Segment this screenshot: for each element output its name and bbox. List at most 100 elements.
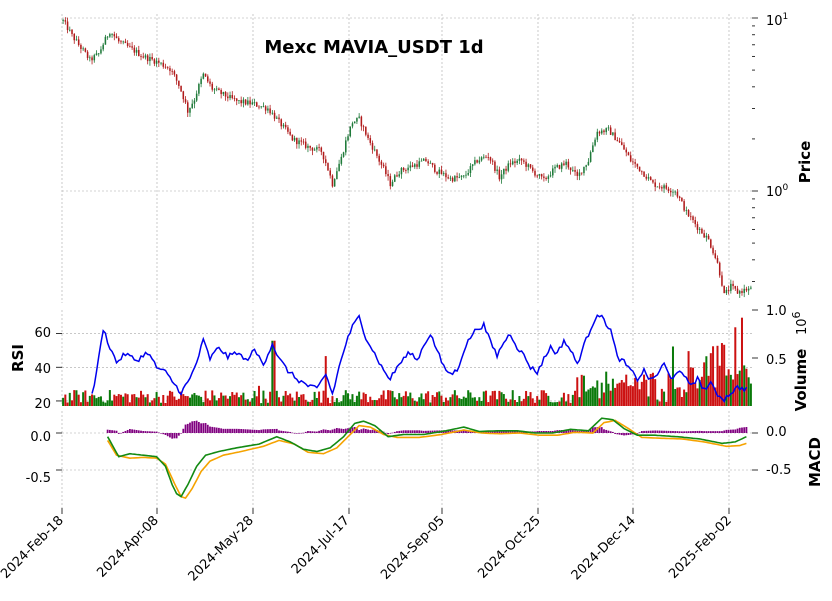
macd-hist-bar (741, 427, 743, 433)
macd-hist-bar (502, 430, 505, 433)
candle-body (536, 175, 538, 177)
volume-bar (326, 397, 329, 406)
candle-body (491, 160, 494, 162)
volume-bar (193, 392, 196, 406)
candle-body (193, 100, 196, 104)
candle-body (471, 164, 474, 167)
macd-hist-bar (195, 420, 198, 433)
candle-body (669, 190, 672, 193)
candle-body (77, 39, 80, 45)
macd-hist-bar (687, 431, 690, 433)
macd-hist-bar (692, 431, 694, 433)
macd-hist-bar (291, 432, 294, 434)
macd-hist-bar (144, 431, 147, 433)
macd-hist-bar (445, 430, 447, 433)
volume-bar (456, 395, 459, 406)
macd-hist-bar (407, 430, 410, 433)
volume-bar (355, 395, 358, 406)
volume-bar (749, 383, 752, 406)
macd-hist-bar (340, 428, 343, 433)
candle-body (376, 149, 378, 156)
volume-bar (729, 374, 732, 406)
volume-bar (712, 346, 715, 406)
candle-body (260, 106, 262, 108)
volume-bar (725, 375, 728, 406)
candle-body (338, 163, 340, 172)
volume-bar (580, 374, 583, 406)
macd-hist-bar (315, 431, 318, 433)
macd-hist-bar (536, 431, 539, 433)
volume-bar (91, 394, 94, 406)
volume-tick-label-1: 1.0 (766, 304, 787, 319)
macd-hist-bar (636, 433, 639, 434)
volume-bar (119, 394, 122, 406)
candle-body (249, 100, 251, 105)
volume-bar (175, 399, 178, 406)
candle-body (371, 142, 374, 150)
volume-bar (318, 391, 321, 406)
macd-hist-bar (373, 429, 376, 433)
candle-body (398, 174, 400, 177)
volume-bar (522, 398, 525, 406)
volume-bar (469, 392, 472, 406)
candle-body (578, 172, 581, 176)
macd-hist-bar (238, 428, 240, 433)
volume-bar (485, 390, 488, 406)
candle-body (351, 123, 354, 127)
volume-bar (533, 402, 536, 406)
candle-body (184, 99, 187, 103)
macd-hist-bar (500, 430, 503, 433)
macd-hist-bar (611, 431, 614, 433)
candle-body (345, 140, 347, 153)
candle-body (75, 39, 78, 41)
volume-bar (242, 392, 245, 406)
volume-bar (674, 388, 677, 406)
macd-hist-bar (106, 429, 109, 433)
volume-bar (444, 397, 447, 406)
candle-body (598, 131, 601, 134)
volume-bar (351, 394, 354, 406)
volume-bar (663, 391, 666, 406)
macd-hist-bar (494, 430, 496, 433)
macd-hist-bar (540, 431, 543, 433)
macd-hist-bar (313, 431, 316, 433)
macd-hist-bar (184, 424, 187, 433)
macd-hist-bar (649, 430, 652, 433)
candle-body (745, 288, 748, 291)
volume-bar (211, 390, 214, 406)
volume-bar (669, 378, 672, 406)
macd-hist-bar (333, 428, 336, 433)
candle-body (164, 66, 167, 68)
volume-bar (160, 402, 163, 406)
candle-body (304, 141, 307, 148)
macd-hist-bar (351, 427, 354, 433)
volume-bar (82, 392, 85, 406)
volume-bar (395, 399, 398, 406)
macd-hist-bar (729, 429, 732, 433)
volume-bar (400, 397, 403, 406)
volume-bar (271, 340, 274, 406)
macd-hist-bar (387, 433, 389, 435)
candle-body (240, 100, 242, 104)
volume-bar (551, 402, 554, 406)
candle-body (222, 91, 225, 95)
macd-hist-bar (229, 428, 231, 433)
volume-bar (233, 394, 236, 406)
volume-bar (703, 362, 706, 406)
candle-body (133, 47, 136, 53)
candle-body (175, 74, 178, 81)
volume-bar (104, 402, 107, 406)
macd-hist-bar (222, 428, 225, 433)
candle-body (113, 34, 116, 37)
candle-body (287, 127, 289, 132)
candle-body (138, 49, 140, 57)
volume-bar (360, 399, 363, 406)
candle-body (741, 291, 743, 293)
volume-bar (416, 401, 419, 406)
candle-body (534, 170, 536, 176)
volume-bar (224, 395, 227, 406)
candle-body (661, 187, 663, 189)
candle-body (129, 45, 131, 47)
candle-body (514, 161, 516, 163)
volume-bar (378, 398, 381, 406)
